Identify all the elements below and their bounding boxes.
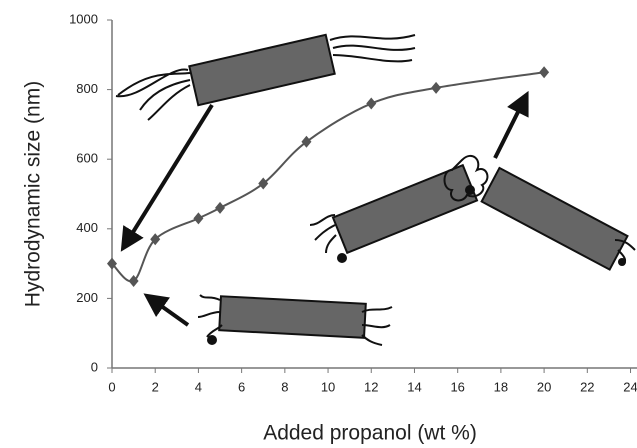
y-tick-label: 400 (76, 220, 98, 235)
x-tick-label: 8 (281, 379, 288, 394)
x-tick-label: 18 (494, 379, 508, 394)
marker (193, 212, 204, 225)
y-axis-title: Hydrodynamic size (nm) (22, 81, 45, 307)
x-tick-label: 0 (108, 379, 115, 394)
x-axis-title: Added propanol (wt %) (263, 422, 477, 445)
rod-top (115, 33, 416, 121)
marker (366, 97, 377, 110)
x-tick-label: 10 (321, 379, 335, 394)
y-tick-label: 1000 (69, 11, 98, 26)
marker (258, 177, 269, 190)
x-tick-label: 24 (623, 379, 637, 394)
marker (215, 201, 226, 214)
x-tick-label: 12 (364, 379, 378, 394)
marker (150, 233, 161, 246)
marker (539, 66, 550, 79)
rod-bottom (197, 294, 393, 346)
arrow (120, 103, 214, 252)
arrow (493, 90, 529, 159)
x-tick-label: 14 (407, 379, 421, 394)
x-tick-label: 20 (537, 379, 551, 394)
x-tick-label: 16 (450, 379, 464, 394)
x-tick-label: 4 (195, 379, 202, 394)
line (111, 71, 545, 283)
y-tick-label: 600 (76, 151, 98, 166)
y-tick-label: 0 (91, 359, 98, 374)
marker (107, 257, 117, 270)
rod-bent (309, 154, 636, 271)
marker (431, 81, 442, 94)
x-tick-label: 6 (238, 379, 245, 394)
x-tick-label: 22 (580, 379, 594, 394)
illustrations (115, 33, 636, 346)
arrow (143, 293, 190, 327)
x-tick-label: 2 (152, 379, 159, 394)
y-tick-label: 800 (76, 81, 98, 96)
marker (128, 275, 139, 287)
y-tick-label: 200 (76, 290, 98, 305)
marker (301, 135, 312, 148)
